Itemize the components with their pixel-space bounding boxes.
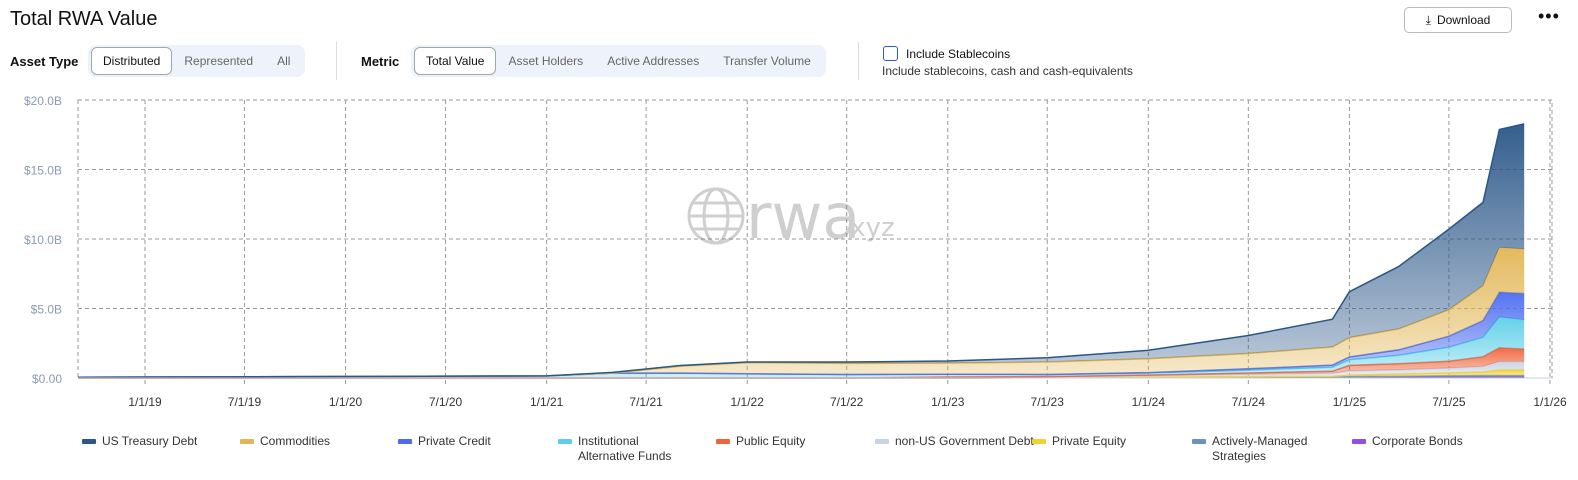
x-tick-label: 1/1/20 xyxy=(329,395,363,409)
area-commodities[interactable] xyxy=(78,247,1525,378)
y-tick-label: $20.0B xyxy=(24,94,62,108)
legend-swatch xyxy=(1192,439,1206,444)
metric-transfer-volume[interactable]: Transfer Volume xyxy=(723,54,811,68)
legend-item[interactable]: Commodities xyxy=(240,434,400,449)
asset-type-all[interactable]: All xyxy=(277,54,291,68)
x-tick-label: 1/1/24 xyxy=(1132,395,1166,409)
x-tick-label: 1/1/25 xyxy=(1333,395,1367,409)
metric-asset-holders[interactable]: Asset Holders xyxy=(508,54,584,68)
legend-swatch xyxy=(1032,439,1046,444)
watermark: rwa .xyz xyxy=(687,180,895,253)
x-tick-label: 7/1/21 xyxy=(629,395,663,409)
legend-swatch xyxy=(558,439,572,444)
line-us-treasury-debt xyxy=(77,123,1525,379)
legend-item[interactable]: Public Equity xyxy=(716,434,876,449)
page-title: Total RWA Value xyxy=(10,8,158,30)
divider xyxy=(336,42,337,80)
x-tick-label: 1/1/22 xyxy=(731,395,765,409)
legend-swatch xyxy=(82,439,96,444)
legend-label: Public Equity xyxy=(736,434,806,448)
download-icon: ⤓ xyxy=(1425,12,1431,27)
x-tick-label: 7/1/24 xyxy=(1232,395,1266,409)
y-tick-label: $10.0B xyxy=(24,233,62,247)
legend-swatch xyxy=(240,439,254,444)
asset-type-label: Asset Type xyxy=(10,54,79,69)
metric-active-addresses[interactable]: Active Addresses xyxy=(607,54,700,68)
include-stablecoins-label[interactable]: Include Stablecoins xyxy=(906,47,1011,61)
legend-item[interactable]: Corporate Bonds xyxy=(1352,434,1512,449)
legend-item[interactable]: Private Credit xyxy=(398,434,558,449)
legend-label: Private Credit xyxy=(418,434,491,448)
x-tick-label: 1/1/21 xyxy=(530,395,564,409)
x-tick-label: 7/1/19 xyxy=(228,395,262,409)
y-tick-label: $5.0B xyxy=(31,303,62,317)
x-tick-label: 1/1/26 xyxy=(1533,395,1567,409)
metric-toggle: Total Value Asset Holders Active Address… xyxy=(411,45,826,77)
y-tick-label: $15.0B xyxy=(24,164,62,178)
x-tick-label: 7/1/20 xyxy=(429,395,463,409)
legend-label: Actively-Managed Strategies xyxy=(1212,434,1308,463)
legend-swatch xyxy=(875,439,889,444)
include-stablecoins-checkbox[interactable] xyxy=(883,46,898,61)
legend-item[interactable]: US Treasury Debt xyxy=(82,434,242,449)
divider xyxy=(858,42,859,80)
x-tick-label: 7/1/25 xyxy=(1432,395,1466,409)
legend-swatch xyxy=(716,439,730,444)
asset-type-represented[interactable]: Represented xyxy=(184,54,254,68)
watermark-text: rwa xyxy=(746,180,860,253)
x-tick-label: 7/1/23 xyxy=(1031,395,1065,409)
metric-label: Metric xyxy=(361,54,400,69)
watermark-suffix: .xyz xyxy=(842,213,895,243)
x-tick-label: 1/1/23 xyxy=(931,395,965,409)
x-tick-label: 7/1/22 xyxy=(830,395,864,409)
x-tick-label: 1/1/19 xyxy=(128,395,162,409)
legend-label: US Treasury Debt xyxy=(102,434,198,448)
legend-label: Commodities xyxy=(260,434,331,448)
legend-item[interactable]: Institutional Alternative Funds xyxy=(558,434,688,464)
globe-icon xyxy=(687,187,745,245)
y-tick-label: $0.00 xyxy=(32,372,62,386)
include-stablecoins-description: Include stablecoins, cash and cash-equiv… xyxy=(882,64,1133,78)
legend-label: Corporate Bonds xyxy=(1372,434,1463,448)
asset-type-toggle: Distributed Represented All xyxy=(88,45,306,77)
more-options-button[interactable]: ••• xyxy=(1538,6,1560,26)
download-button[interactable]: ⤓ Download xyxy=(1404,7,1512,33)
legend-swatch xyxy=(1352,439,1366,444)
chart: $0.00 $5.0B $10.0B $15.0B $20.0B 1/1/19 7/1/19… xyxy=(24,94,1567,409)
legend-item[interactable]: Actively-Managed Strategies xyxy=(1192,434,1312,464)
legend-label: non-US Government Debt xyxy=(895,434,1034,448)
asset-type-distributed[interactable]: Distributed xyxy=(91,47,173,75)
legend-label: Institutional Alternative Funds xyxy=(578,434,672,463)
legend-item[interactable]: Private Equity xyxy=(1032,434,1192,449)
metric-total-value[interactable]: Total Value xyxy=(414,47,497,75)
legend-item[interactable]: non-US Government Debt xyxy=(875,434,1035,449)
legend-swatch xyxy=(398,439,412,444)
legend-label: Private Equity xyxy=(1052,434,1127,448)
